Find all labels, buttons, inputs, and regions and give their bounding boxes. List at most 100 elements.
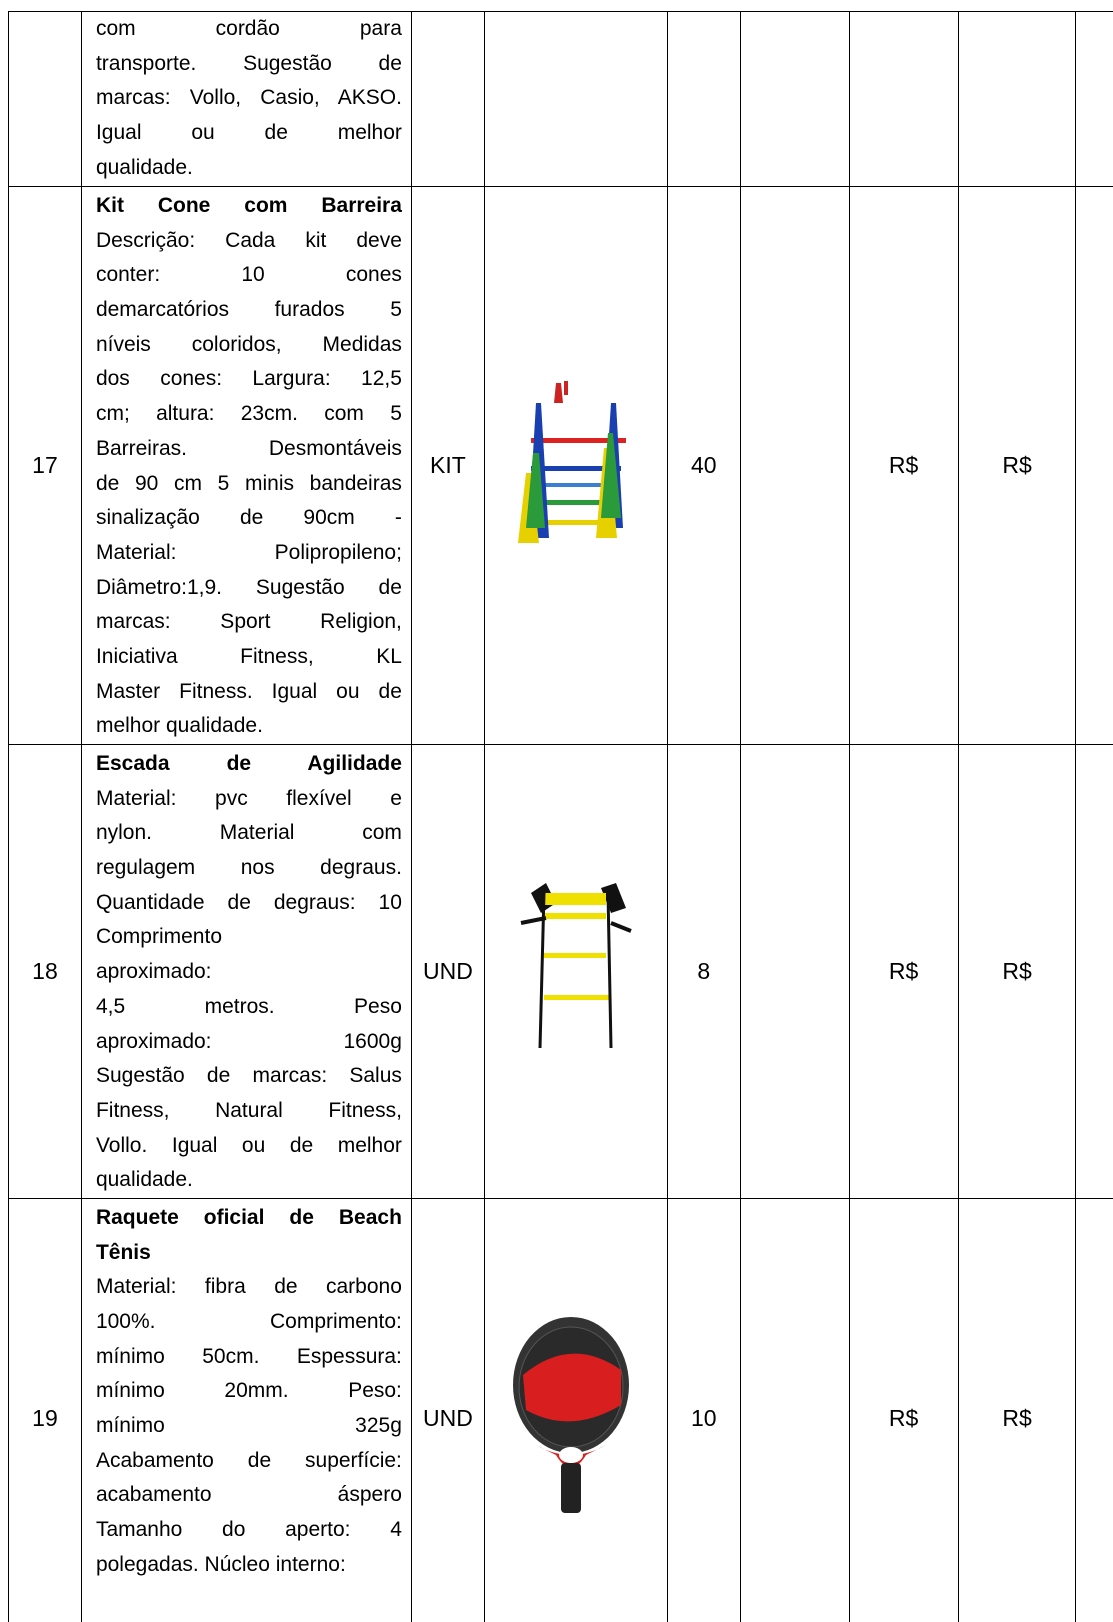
unit-price-text: R$ bbox=[888, 452, 919, 478]
description-line: Diâmetro:1,9. Sugestão de bbox=[95, 575, 402, 599]
item-title-line: Raquete oficial de Beach bbox=[95, 1205, 402, 1229]
description-cell: Kit Cone com Barreira Descrição: Cada kit… bbox=[80, 186, 412, 745]
table-row: 17 Kit Cone com Barreira Descrição: Cada k… bbox=[8, 186, 1113, 745]
description-line: marcas: Sport Religion, bbox=[95, 610, 402, 634]
quantity: 8 bbox=[666, 744, 741, 1199]
description-line: Vollo. Igual ou de melhor bbox=[95, 1133, 402, 1157]
extra-column bbox=[1075, 1197, 1113, 1622]
unit: UND bbox=[410, 1197, 485, 1622]
description-line: melhor qualidade. bbox=[95, 714, 263, 738]
description-line: Acabamento de superfície: bbox=[95, 1448, 402, 1472]
description-cell: Escada de Agilidade Material: pvc flexíve… bbox=[80, 744, 412, 1199]
description-line: Material: fibra de carbono bbox=[95, 1275, 402, 1299]
total-price: R$ bbox=[957, 186, 1077, 745]
item-title-line: Escada de Agilidade bbox=[95, 752, 402, 775]
description-line: Comprimento bbox=[95, 925, 222, 949]
description-line: transporte. Sugestão de bbox=[95, 51, 402, 75]
item-number bbox=[8, 11, 82, 187]
table-row: 19 Raquete oficial de Beach Tênis Material:… bbox=[8, 1197, 1113, 1622]
product-image bbox=[483, 744, 668, 1199]
description-line: polegadas. Núcleo interno: bbox=[95, 1552, 346, 1576]
description-line: acabamento áspero bbox=[95, 1483, 402, 1507]
unit-price bbox=[848, 11, 959, 187]
extra-column bbox=[1075, 11, 1113, 187]
description-line: Material: pvc flexível e bbox=[95, 786, 402, 810]
total-price-text: R$ bbox=[1002, 452, 1032, 478]
product-image bbox=[483, 11, 668, 187]
unit: KIT bbox=[410, 186, 485, 745]
quantity bbox=[666, 11, 741, 187]
description-line: Quantidade de degraus: 10 bbox=[95, 890, 402, 914]
description-line: regulagem nos degraus. bbox=[95, 856, 402, 880]
unit bbox=[410, 11, 485, 187]
item-title-line: Tênis bbox=[95, 1240, 151, 1264]
description-line: Material: Polipropileno; bbox=[95, 540, 402, 564]
quantity-text: 10 bbox=[690, 1404, 717, 1431]
product-image bbox=[483, 1197, 668, 1622]
description-line: marcas: Vollo, Casio, AKSO. bbox=[95, 86, 402, 110]
description-cell: com cordão para transporte. Sugestão de ma… bbox=[80, 11, 412, 187]
brand bbox=[739, 186, 850, 745]
description-line: com cordão para bbox=[95, 17, 402, 40]
extra-column bbox=[1075, 744, 1113, 1199]
description-line: Master Fitness. Igual ou de bbox=[95, 679, 402, 703]
unit-price-text: R$ bbox=[888, 1404, 919, 1431]
product-image bbox=[483, 186, 668, 745]
unit-text: KIT bbox=[430, 452, 466, 478]
item-number-text: 18 bbox=[32, 957, 58, 984]
unit-text: UND bbox=[422, 1404, 473, 1431]
quantity-text: 40 bbox=[690, 452, 717, 478]
description-line: mínimo 20mm. Peso: bbox=[95, 1379, 402, 1403]
total-price bbox=[957, 11, 1077, 187]
quantity: 10 bbox=[666, 1197, 741, 1622]
table-row: 18 Escada de Agilidade Material: pvc flexí… bbox=[8, 744, 1113, 1199]
description-line: níveis coloridos, Medidas bbox=[95, 332, 402, 356]
description-line: Descrição: Cada kit deve bbox=[95, 228, 402, 252]
description-line: demarcatórios furados 5 bbox=[95, 298, 402, 322]
description-line: conter: 10 cones bbox=[95, 263, 402, 287]
item-number-text: 19 bbox=[32, 1404, 58, 1431]
quantity-text: 8 bbox=[697, 957, 711, 984]
description-line: aproximado: 1600g bbox=[95, 1029, 402, 1053]
item-title-line: Kit Cone com Barreira bbox=[95, 194, 402, 217]
extra-column bbox=[1075, 186, 1113, 745]
unit: UND bbox=[410, 744, 485, 1199]
total-price-text: R$ bbox=[1002, 957, 1032, 984]
description-line: 4,5 metros. Peso bbox=[95, 994, 402, 1018]
description-line: aproximado: bbox=[95, 960, 212, 984]
item-number: 18 bbox=[8, 744, 82, 1199]
brand bbox=[739, 744, 850, 1199]
description-line: nylon. Material com bbox=[95, 821, 402, 845]
description-line: sinalização de 90cm - bbox=[95, 506, 402, 530]
description-line: Barreiras. Desmontáveis bbox=[95, 436, 402, 460]
quantity: 40 bbox=[666, 186, 741, 745]
table-body: com cordão para transporte. Sugestão de ma… bbox=[8, 11, 1113, 1622]
table-row: com cordão para transporte. Sugestão de ma… bbox=[8, 11, 1113, 187]
item-number: 19 bbox=[8, 1197, 82, 1622]
unit-text: UND bbox=[422, 957, 473, 984]
description-line: qualidade. bbox=[95, 155, 193, 179]
description-line: Iniciativa Fitness, KL bbox=[95, 644, 402, 668]
item-number-text: 17 bbox=[32, 452, 58, 478]
description-line: Igual ou de melhor bbox=[95, 121, 402, 145]
description-cell: Raquete oficial de Beach Tênis Material: f… bbox=[80, 1197, 412, 1622]
description-line: cm; altura: 23cm. com 5 bbox=[95, 402, 402, 426]
description-line: dos cones: Largura: 12,5 bbox=[95, 367, 402, 391]
item-number: 17 bbox=[8, 186, 82, 745]
brand bbox=[739, 11, 850, 187]
description-line: Sugestão de marcas: Salus bbox=[95, 1064, 402, 1088]
brand bbox=[739, 1197, 850, 1622]
description-line: 100%. Comprimento: bbox=[95, 1310, 402, 1333]
unit-price: R$ bbox=[848, 186, 959, 745]
description-line: de 90 cm 5 minis bandeiras bbox=[95, 471, 402, 495]
unit-price: R$ bbox=[848, 1197, 959, 1622]
description-line: qualidade. bbox=[95, 1168, 193, 1192]
description-line: mínimo 50cm. Espessura: bbox=[95, 1344, 402, 1368]
items-table: com cordão para transporte. Sugestão de ma… bbox=[8, 11, 1113, 1622]
description-line: Fitness, Natural Fitness, bbox=[95, 1098, 402, 1122]
total-price: R$ bbox=[957, 744, 1077, 1199]
total-price-text: R$ bbox=[1002, 1404, 1032, 1431]
unit-price: R$ bbox=[848, 744, 959, 1199]
description-line: mínimo 325g bbox=[95, 1414, 402, 1438]
